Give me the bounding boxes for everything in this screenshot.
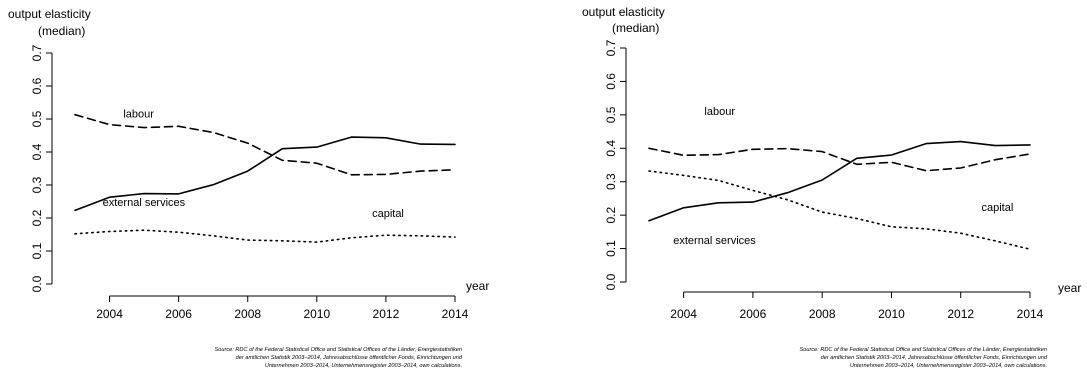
- x-axis-title: year: [466, 279, 489, 293]
- y-tick-label: 0.6: [604, 73, 618, 90]
- x-tick-label: 2010: [878, 307, 905, 321]
- source-note-line: Source: RDC of the Federal Statistical O…: [800, 347, 1048, 353]
- x-tick-label: 2014: [1017, 307, 1044, 321]
- x-tick-label: 2006: [740, 307, 767, 321]
- chart-left: 0.0 0.1 0.2 0.3 0.4 0.5 0.6 0.7 2004 2006 2008 2010…: [8, 7, 489, 369]
- series-line-labour: [648, 147, 1031, 172]
- source-note-line: Unternehmen 2003–2014, Unternehmensregis…: [850, 363, 1047, 369]
- y-tick-label: 0.5: [30, 110, 44, 127]
- y-tick-label: 0.3: [30, 176, 44, 193]
- x-tick-label: 2006: [165, 307, 192, 321]
- x-axis-title: year: [1058, 281, 1081, 295]
- source-note-line: der amtlichen Statistik 2003–2014, Jahre…: [236, 355, 463, 361]
- y-tick-label: 0.1: [604, 240, 618, 257]
- series-line-external-services: [648, 140, 1031, 222]
- x-tick-label: 2010: [303, 307, 330, 321]
- y-tick-label: 0.2: [604, 206, 618, 223]
- y-tick-label: 0.6: [30, 77, 44, 94]
- y-tick-label: 0.7: [604, 39, 618, 56]
- series-label-labour: labour: [123, 108, 154, 120]
- x-tick-label: 2008: [234, 307, 261, 321]
- series-label-capital: capital: [372, 208, 404, 220]
- series-line-labour: [74, 113, 456, 176]
- series-label-capital: capital: [982, 202, 1014, 214]
- y-tick-label: 0.2: [30, 209, 44, 226]
- source-note-line: Source: RDC of the Federal Statistical O…: [215, 347, 463, 353]
- x-tick-label: 2008: [809, 307, 836, 321]
- y-axis-subtitle: (median): [38, 24, 85, 38]
- y-axis-title: output elasticity: [8, 7, 91, 21]
- series-label-external-services: external services: [673, 235, 756, 247]
- y-tick-label: 0.7: [30, 44, 44, 61]
- chart-right: 0.0 0.1 0.2 0.3 0.4 0.5 0.6 0.7 2004 2006 2008 2010…: [582, 5, 1081, 369]
- x-tick-label: 2004: [670, 307, 697, 321]
- x-tick-label: 2012: [373, 307, 400, 321]
- series-line-external-services: [74, 136, 456, 212]
- series-label-external-services: external services: [103, 197, 186, 209]
- x-tick-label: 2012: [947, 307, 974, 321]
- y-tick-label: 0.4: [30, 143, 44, 160]
- x-tick-label: 2004: [96, 307, 123, 321]
- source-note-line: der amtlichen Statistik 2003–2014, Jahre…: [821, 355, 1048, 361]
- y-tick-label: 0.0: [604, 273, 618, 290]
- series-label-labour: labour: [704, 106, 735, 118]
- y-tick-label: 0.1: [30, 242, 44, 259]
- source-note-line: Unternehmen 2003–2014, Unternehmensregis…: [265, 363, 462, 369]
- y-axis-subtitle: (median): [612, 21, 659, 35]
- series-line-capital: [74, 229, 456, 243]
- y-axis-title: output elasticity: [582, 5, 665, 19]
- y-tick-label: 0.4: [604, 140, 618, 157]
- x-tick-label: 2014: [442, 307, 469, 321]
- y-tick-label: 0.0: [30, 275, 44, 292]
- y-tick-label: 0.3: [604, 173, 618, 190]
- series-line-capital: [648, 170, 1031, 250]
- y-tick-label: 0.5: [604, 106, 618, 123]
